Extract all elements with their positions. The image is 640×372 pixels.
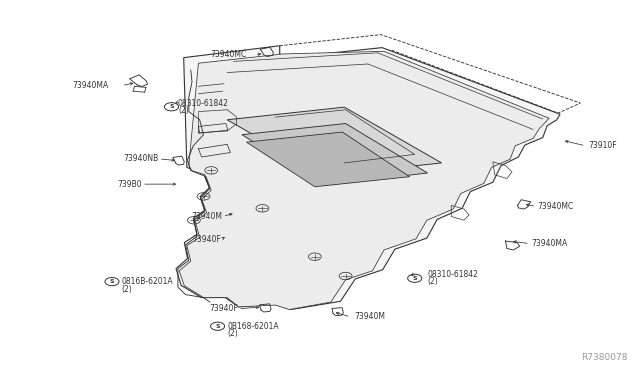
Text: 0816B-6201A: 0816B-6201A [122, 277, 173, 286]
Polygon shape [242, 124, 428, 185]
Text: S: S [109, 279, 115, 284]
Polygon shape [179, 51, 549, 310]
Text: (2): (2) [122, 285, 132, 294]
Polygon shape [227, 107, 442, 176]
Text: 08310-61842: 08310-61842 [428, 270, 478, 279]
Text: (2): (2) [227, 329, 238, 338]
Text: 73940MA: 73940MA [531, 239, 568, 248]
Text: 73940MC: 73940MC [210, 50, 246, 59]
Text: S: S [412, 276, 417, 281]
Text: 73940F: 73940F [209, 304, 238, 313]
Text: 73910F: 73910F [589, 141, 618, 150]
Text: S: S [215, 324, 220, 329]
Text: S: S [169, 104, 174, 109]
Text: 73940M: 73940M [354, 312, 385, 321]
Polygon shape [246, 132, 410, 187]
Text: 739B0: 739B0 [118, 180, 142, 189]
Text: 73940MC: 73940MC [538, 202, 574, 211]
Text: (2): (2) [428, 278, 438, 286]
Text: 73940F: 73940F [192, 235, 221, 244]
Text: 73940M: 73940M [192, 212, 223, 221]
Text: 08310-61842: 08310-61842 [178, 99, 228, 108]
Text: 73940MA: 73940MA [72, 81, 109, 90]
Text: (2): (2) [178, 106, 189, 115]
Text: 0B168-6201A: 0B168-6201A [227, 322, 279, 331]
Text: 73940NB: 73940NB [124, 154, 159, 163]
Text: R7380078: R7380078 [580, 353, 627, 362]
Polygon shape [176, 46, 560, 310]
